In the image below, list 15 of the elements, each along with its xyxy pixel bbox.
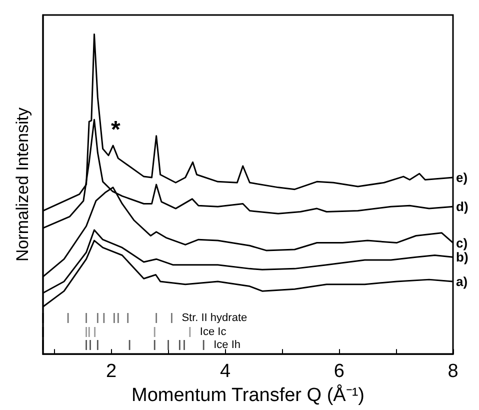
series-label: c) bbox=[456, 235, 468, 250]
series-label: d) bbox=[456, 199, 468, 214]
series-label: Str. II hydrate bbox=[182, 312, 248, 324]
y-axis-title: Normalized Intensity bbox=[13, 107, 32, 262]
x-axis-title: Momentum Transfer Q (Å⁻¹) bbox=[132, 384, 364, 406]
x-tick-label: 6 bbox=[334, 361, 344, 382]
x-tick-label: 8 bbox=[448, 361, 458, 382]
x-tick-label: 2 bbox=[106, 361, 117, 382]
x-tick-label: 4 bbox=[220, 361, 231, 382]
series-label: b) bbox=[456, 250, 468, 265]
series-label: e) bbox=[456, 170, 468, 186]
series-label: a) bbox=[456, 274, 468, 289]
series-label: Ice Ih bbox=[214, 339, 240, 351]
series-label: Ice Ic bbox=[200, 326, 227, 338]
annotation: * bbox=[111, 116, 121, 144]
